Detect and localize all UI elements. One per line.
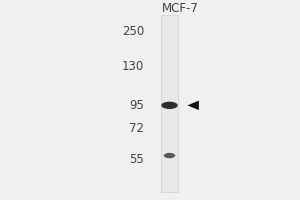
Bar — [161, 15, 178, 192]
Polygon shape — [188, 101, 199, 110]
Ellipse shape — [161, 102, 178, 109]
Text: MCF-7: MCF-7 — [162, 2, 198, 15]
Text: 95: 95 — [129, 99, 144, 112]
Text: 130: 130 — [122, 60, 144, 73]
Text: 250: 250 — [122, 25, 144, 38]
Ellipse shape — [164, 153, 175, 158]
Text: 72: 72 — [129, 122, 144, 135]
Text: 55: 55 — [129, 153, 144, 166]
